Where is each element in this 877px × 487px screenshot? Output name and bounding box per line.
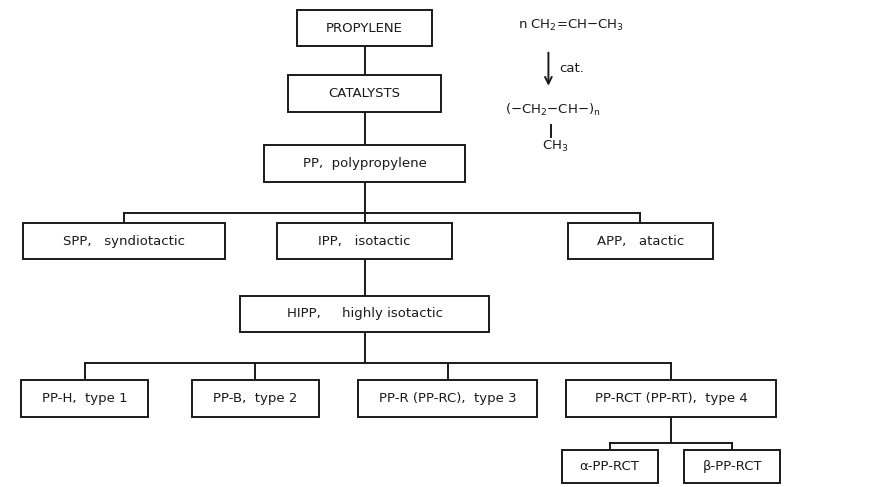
Text: APP,   atactic: APP, atactic xyxy=(596,235,683,247)
Text: PP-H,  type 1: PP-H, type 1 xyxy=(42,392,127,405)
FancyBboxPatch shape xyxy=(21,380,148,416)
Text: PP-R (PP-RC),  type 3: PP-R (PP-RC), type 3 xyxy=(379,392,516,405)
FancyBboxPatch shape xyxy=(561,450,657,483)
Text: PP-B,  type 2: PP-B, type 2 xyxy=(213,392,297,405)
Text: α-PP-RCT: α-PP-RCT xyxy=(579,460,638,473)
Text: ($-$CH$_2$$-$CH$-$)$_\mathregular{n}$: ($-$CH$_2$$-$CH$-$)$_\mathregular{n}$ xyxy=(504,102,600,118)
Text: cat.: cat. xyxy=(559,62,583,75)
FancyBboxPatch shape xyxy=(24,223,225,259)
FancyBboxPatch shape xyxy=(358,380,537,416)
Text: PP-RCT (PP-RT),  type 4: PP-RCT (PP-RT), type 4 xyxy=(594,392,746,405)
FancyBboxPatch shape xyxy=(239,296,488,332)
FancyBboxPatch shape xyxy=(567,223,712,259)
Text: β-PP-RCT: β-PP-RCT xyxy=(702,460,761,473)
Text: PP,  polypropylene: PP, polypropylene xyxy=(303,157,426,170)
Text: CH$_3$: CH$_3$ xyxy=(542,139,568,154)
Text: SPP,   syndiotactic: SPP, syndiotactic xyxy=(63,235,185,247)
Text: IPP,   isotactic: IPP, isotactic xyxy=(318,235,410,247)
Text: n CH$_2$=CH$-$CH$_3$: n CH$_2$=CH$-$CH$_3$ xyxy=(517,18,624,33)
FancyBboxPatch shape xyxy=(277,223,452,259)
FancyBboxPatch shape xyxy=(288,75,440,112)
FancyBboxPatch shape xyxy=(191,380,318,416)
FancyBboxPatch shape xyxy=(264,146,465,182)
Text: CATALYSTS: CATALYSTS xyxy=(328,87,400,100)
FancyBboxPatch shape xyxy=(296,10,432,46)
FancyBboxPatch shape xyxy=(566,380,775,416)
FancyBboxPatch shape xyxy=(683,450,780,483)
Text: PROPYLENE: PROPYLENE xyxy=(325,21,403,35)
Text: HIPP,     highly isotactic: HIPP, highly isotactic xyxy=(286,307,442,320)
